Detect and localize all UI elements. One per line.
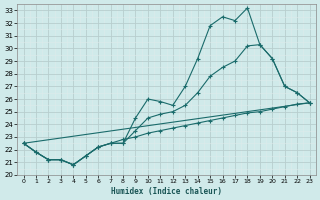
X-axis label: Humidex (Indice chaleur): Humidex (Indice chaleur) — [111, 187, 222, 196]
